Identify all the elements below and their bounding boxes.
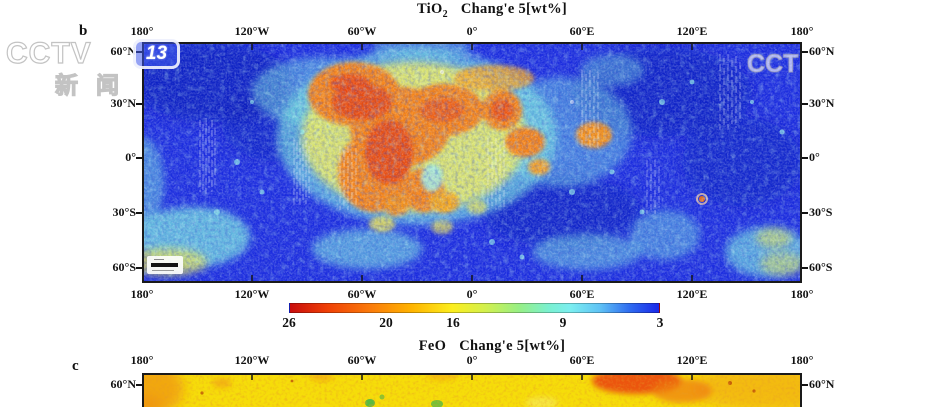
- b-left-lat-30n: 30°N: [110, 96, 136, 110]
- b-left-lat-60s: 60°S: [112, 260, 136, 274]
- cctv-channel-number: 13: [145, 43, 168, 64]
- c-top-lon-120e: 120°E: [676, 353, 708, 367]
- colorbar-value-3: 3: [656, 315, 664, 330]
- b-right-lat-60n: 60°N: [809, 44, 835, 58]
- b-tick-right-60n: [802, 51, 808, 53]
- b-left-lat-0: 0°: [125, 150, 136, 164]
- b-top-lon-60w: 60°W: [347, 24, 377, 38]
- b-tick-right-60s: [802, 267, 808, 269]
- tio2-colorbar-labels: 26 20 16 9 3: [282, 315, 663, 333]
- colorbar-value-16: 16: [446, 315, 460, 330]
- colorbar-value-20: 20: [379, 315, 393, 330]
- b-right-lat-30n: 30°N: [809, 96, 835, 110]
- panel-b-title-text: Chang'e 5[wt%]: [460, 1, 568, 17]
- b-bot-lon-120e: 120°E: [676, 287, 708, 301]
- b-tick-left-30n: [136, 103, 142, 105]
- b-bot-lon-60e: 60°E: [569, 287, 595, 301]
- c-top-lon-180e: 180°: [790, 353, 814, 367]
- panel-b-title: TiO2 Chang'e 5[wt%]: [162, 1, 822, 20]
- b-tick-left-30s: [136, 212, 142, 214]
- c-top-lon-0: 0°: [466, 353, 478, 367]
- b-top-lon-120w: 120°W: [234, 24, 270, 38]
- b-tick-left-60s: [136, 267, 142, 269]
- b-bot-lon-0: 0°: [466, 287, 478, 301]
- b-top-lon-180w: 180°: [130, 24, 154, 38]
- b-bot-lon-120w: 120°W: [234, 287, 270, 301]
- b-tick-left-0: [136, 157, 142, 159]
- b-bot-lon-180e: 180°: [790, 287, 814, 301]
- tio2-colorbar: [289, 303, 660, 313]
- c-right-lat-60n: 60°N: [809, 377, 835, 391]
- b-top-lon-180e: 180°: [790, 24, 814, 38]
- colorbar-value-9: 9: [559, 315, 567, 330]
- c-top-lon-180w: 180°: [130, 353, 154, 367]
- panel-c-letter: c: [72, 358, 79, 374]
- c-tick-right-60n: [802, 384, 808, 386]
- map-scale-bar: [147, 256, 183, 274]
- b-bot-lon-60w: 60°W: [347, 287, 377, 301]
- c-tick-left-60n: [136, 384, 142, 386]
- c-top-lon-60e: 60°E: [569, 353, 595, 367]
- panel-c-title-formula: FeO: [418, 338, 447, 354]
- tio2-map: [142, 42, 802, 283]
- b-top-lon-0: 0°: [466, 24, 478, 38]
- cctv-logo-text: CCTV: [5, 36, 92, 70]
- colorbar-value-26: 26: [282, 315, 296, 330]
- b-top-lon-120e: 120°E: [676, 24, 708, 38]
- tio2-map-art: [142, 42, 802, 283]
- b-left-lat-60n: 60°N: [110, 44, 136, 58]
- panel-b-title-subscript: 2: [442, 8, 448, 20]
- panel-b-title-formula: TiO: [416, 1, 443, 17]
- c-left-lat-60n: 60°N: [110, 377, 136, 391]
- b-right-lat-0: 0°: [809, 150, 820, 164]
- c-top-lon-120w: 120°W: [234, 353, 270, 367]
- b-bot-lon-180w: 180°: [130, 287, 154, 301]
- cctv-corner-watermark: CCT: [746, 49, 799, 78]
- b-tick-right-0: [802, 157, 808, 159]
- b-tick-right-30s: [802, 212, 808, 214]
- b-right-lat-60s: 60°S: [809, 260, 833, 274]
- panel-c-title: FeO Chang'e 5[wt%]: [162, 338, 822, 355]
- b-tick-right-30n: [802, 103, 808, 105]
- cctv-channel-badge: 13: [133, 39, 180, 69]
- b-top-lon-60e: 60°E: [569, 24, 595, 38]
- feo-map: [142, 373, 802, 407]
- b-right-lat-30s: 30°S: [809, 205, 833, 219]
- cctv-news-subtitle: 新闻: [54, 71, 137, 98]
- panel-b-letter: b: [79, 23, 88, 39]
- b-left-lat-30s: 30°S: [112, 205, 136, 219]
- panel-c-title-text: Chang'e 5[wt%]: [459, 338, 566, 354]
- feo-map-art: [142, 373, 802, 407]
- c-top-lon-60w: 60°W: [347, 353, 377, 367]
